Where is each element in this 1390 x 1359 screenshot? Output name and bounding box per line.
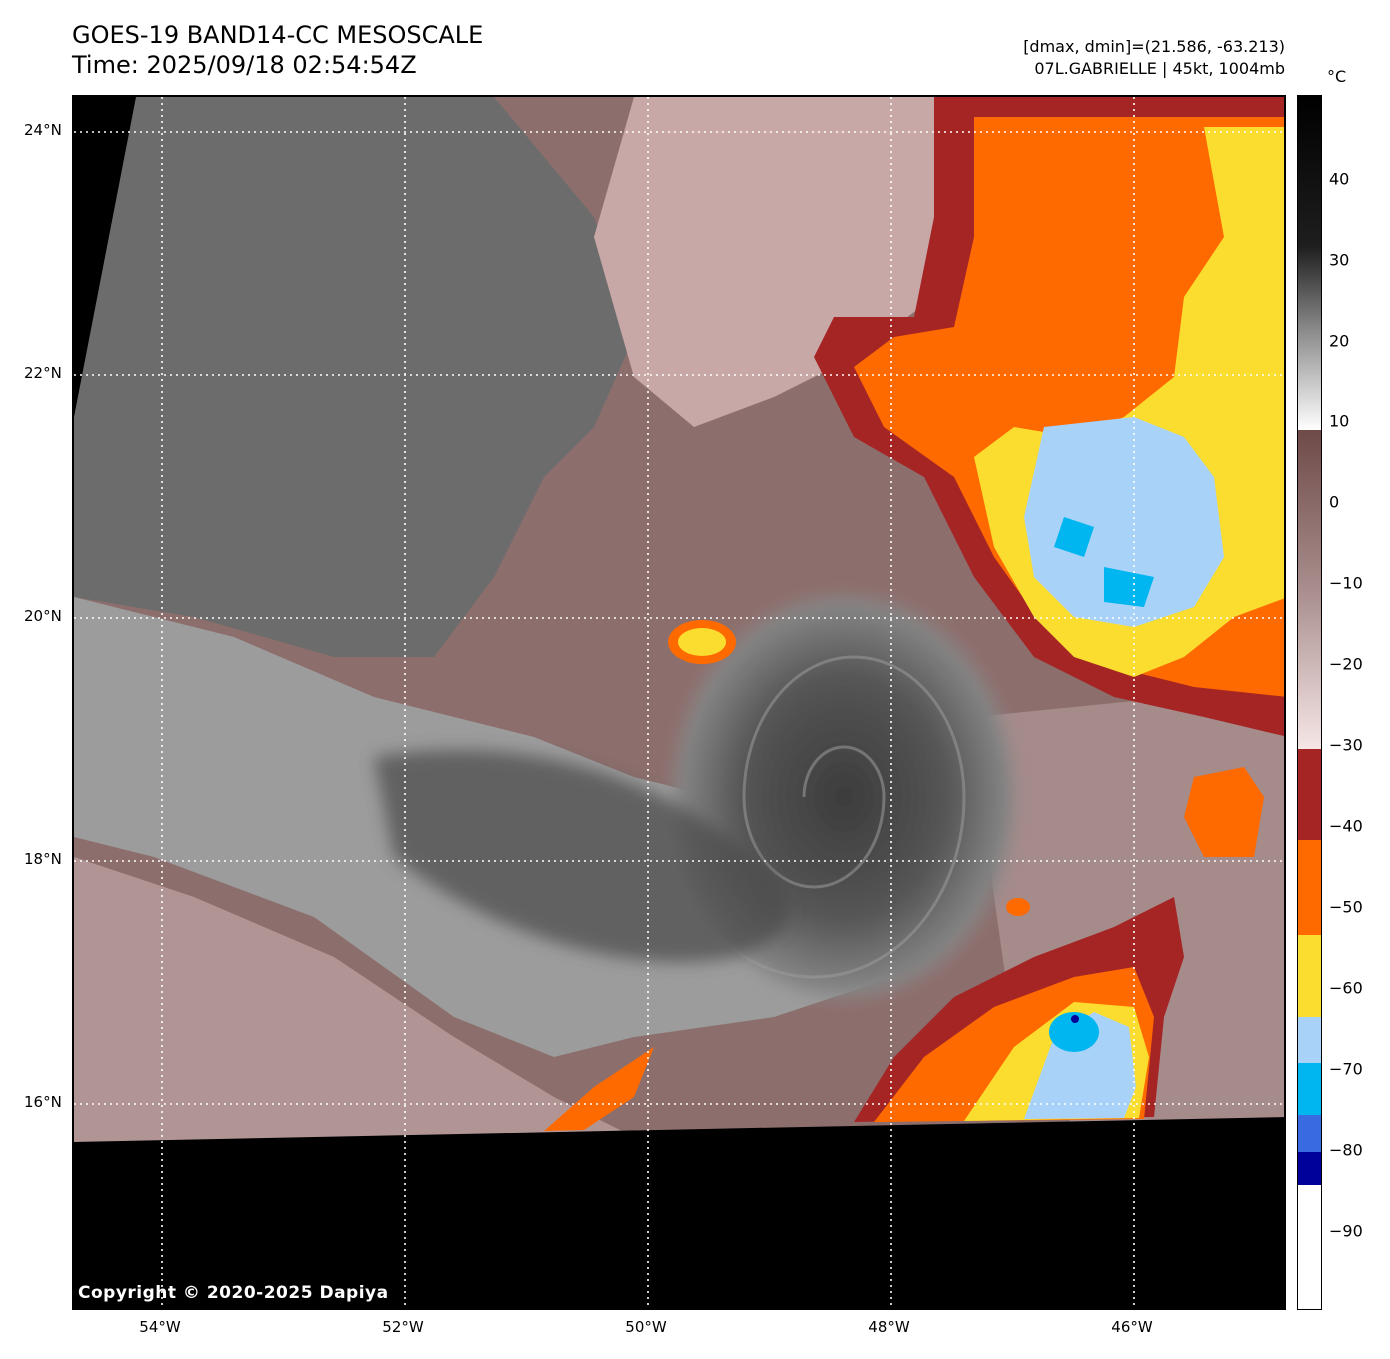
colorbar-white-segment bbox=[1298, 1185, 1321, 1309]
colorbar-tick-minus30: −30 bbox=[1329, 735, 1363, 755]
colorbar-brown-segment bbox=[1298, 430, 1321, 749]
colorbar-tick-20: 20 bbox=[1329, 331, 1350, 351]
colorbar-tick-minus80: −80 bbox=[1329, 1140, 1363, 1160]
cold-cloud-lightblue-ne bbox=[1024, 417, 1224, 627]
no-data-northwest bbox=[74, 97, 136, 417]
small-cell-yellow bbox=[678, 628, 726, 656]
product-title: GOES-19 BAND14-CC MESOSCALE bbox=[72, 21, 484, 49]
lon-label-54w: 54°W bbox=[139, 1318, 181, 1336]
graticule bbox=[74, 97, 1284, 1308]
grey-region-west bbox=[74, 97, 634, 657]
colorbar-red-segment bbox=[1298, 749, 1321, 840]
lon-label-50w: 50°W bbox=[625, 1318, 667, 1336]
colorbar-yellow-segment bbox=[1298, 935, 1321, 1017]
colorbar bbox=[1297, 95, 1322, 1310]
cold-cloud-lightblue-south bbox=[1024, 1012, 1136, 1119]
lat-label-24n: 24°N bbox=[24, 121, 62, 139]
copyright-label: Copyright © 2020-2025 Dapiya bbox=[78, 1283, 389, 1303]
colorbar-cyan-segment bbox=[1298, 1063, 1321, 1115]
colorbar-tick-10: 10 bbox=[1329, 411, 1350, 431]
lat-label-22n: 22°N bbox=[24, 364, 62, 382]
lat-label-18n: 18°N bbox=[24, 850, 62, 868]
colorbar-tick-minus90: −90 bbox=[1329, 1221, 1363, 1241]
storm-spiral-bands bbox=[662, 655, 966, 979]
no-data-south bbox=[74, 1117, 1284, 1308]
colorbar-tick-minus70: −70 bbox=[1329, 1059, 1363, 1079]
pink-region-southwest bbox=[74, 857, 634, 1142]
cold-core-navy-south bbox=[1071, 1015, 1079, 1023]
colorbar-blue-segment bbox=[1298, 1115, 1321, 1152]
satellite-map bbox=[72, 95, 1286, 1310]
lat-label-16n: 16°N bbox=[24, 1093, 62, 1111]
cell-southwest-orange bbox=[544, 1047, 654, 1131]
lon-label-46w: 46°W bbox=[1111, 1318, 1153, 1336]
colorbar-tick-0: 0 bbox=[1329, 492, 1340, 512]
lat-label-20n: 20°N bbox=[24, 607, 62, 625]
lon-label-52w: 52°W bbox=[382, 1318, 424, 1336]
colorbar-tick-minus10: −10 bbox=[1329, 573, 1363, 593]
colorbar-warm-segment bbox=[1298, 96, 1321, 430]
colorbar-tick-minus20: −20 bbox=[1329, 654, 1363, 674]
colorbar-tick-minus60: −60 bbox=[1329, 978, 1363, 998]
dmax-dmin-label: [dmax, dmin]=(21.586, -63.213) bbox=[1023, 37, 1285, 56]
cell-east-edge bbox=[1184, 767, 1264, 857]
colorbar-lightblue-segment bbox=[1298, 1017, 1321, 1063]
colorbar-orange-segment bbox=[1298, 840, 1321, 935]
storm-info-label: 07L.GABRIELLE | 45kt, 1004mb bbox=[1034, 59, 1285, 78]
colorbar-unit: °C bbox=[1327, 67, 1347, 86]
time-label: Time: 2025/09/18 02:54:54Z bbox=[72, 51, 417, 79]
colorbar-tick-30: 30 bbox=[1329, 250, 1350, 270]
cold-core-cyan-south bbox=[1049, 1012, 1099, 1052]
colorbar-navy-segment bbox=[1298, 1152, 1321, 1185]
dark-grey-band bbox=[374, 750, 789, 963]
map-imagery bbox=[74, 97, 1284, 1308]
colorbar-tick-minus50: −50 bbox=[1329, 897, 1363, 917]
small-cell-east bbox=[1006, 898, 1030, 916]
colorbar-tick-minus40: −40 bbox=[1329, 816, 1363, 836]
lon-label-48w: 48°W bbox=[868, 1318, 910, 1336]
cold-cloud-cyan-ne bbox=[1054, 517, 1154, 607]
colorbar-tick-40: 40 bbox=[1329, 169, 1350, 189]
